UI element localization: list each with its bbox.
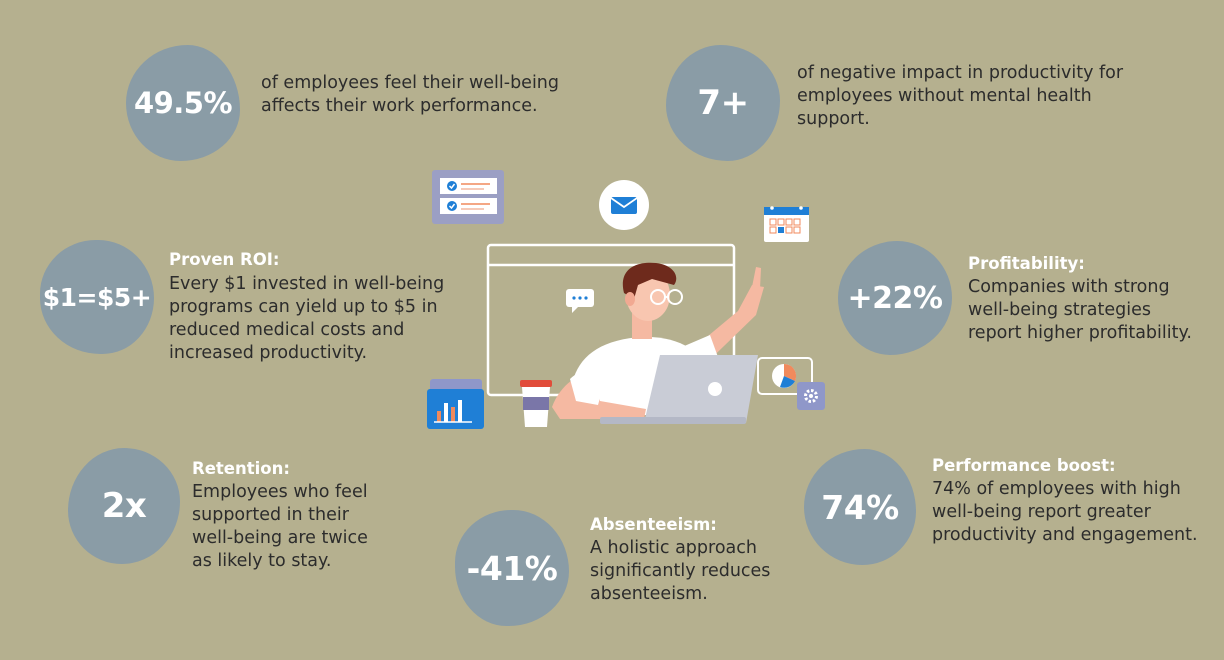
stat-title-absenteeism: Absenteeism: — [590, 515, 717, 534]
stat-title-profitability: Profitability: — [968, 254, 1085, 273]
stat-text-well-being-performance: of employees feel their well-being affec… — [261, 73, 560, 116]
stat-blob-7-plus: 7+ — [666, 45, 780, 161]
gear-icon — [797, 382, 825, 410]
stat-text-negative-impact: of negative impact in productivity for e… — [797, 63, 1124, 129]
stat-text-retention: Employees who feel supported in their we… — [192, 482, 368, 571]
stat-blob-49-5: 49.5% — [126, 45, 240, 161]
stat-text-performance-boost: 74% of employees with high well-being re… — [932, 479, 1198, 545]
stat-blob-absenteeism: -41% — [455, 510, 569, 626]
stat-title-retention: Retention: — [192, 459, 290, 478]
calendar-icon — [764, 206, 809, 242]
stat-blob-performance: 74% — [804, 449, 916, 565]
stat-text-proven-roi: Every $1 invested in well-being programs… — [169, 274, 445, 363]
stat-text-profitability: Companies with strong well-being strateg… — [968, 277, 1192, 343]
stat-text-absenteeism: A holistic approach significantly reduce… — [590, 538, 771, 604]
office-worker-illustration — [427, 170, 825, 429]
checklist-icon — [432, 170, 504, 224]
laptop-icon — [600, 355, 758, 424]
bar-chart-icon — [427, 379, 484, 429]
stat-title-performance-boost: Performance boost: — [932, 456, 1116, 475]
stat-blob-roi: $1=$5+ — [40, 240, 154, 354]
coffee-cup-icon — [520, 380, 552, 427]
pie-chart-icon — [757, 357, 813, 395]
stat-blob-retention: 2x — [68, 448, 180, 564]
chat-bubble-icon — [566, 289, 594, 313]
stat-blob-profitability: +22% — [838, 241, 952, 355]
stat-title-proven-roi: Proven ROI: — [169, 250, 280, 269]
mail-icon — [599, 180, 649, 230]
